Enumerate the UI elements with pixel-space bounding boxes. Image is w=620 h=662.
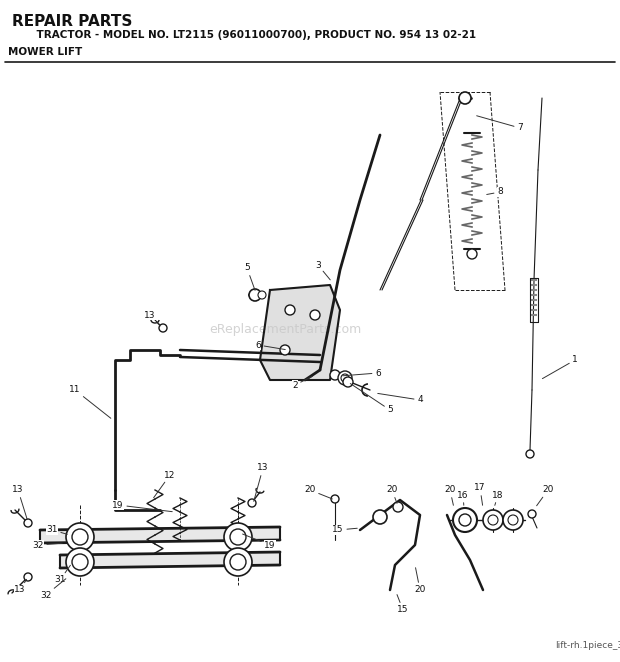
Circle shape — [230, 529, 246, 545]
Circle shape — [24, 519, 32, 527]
Circle shape — [341, 374, 349, 382]
Text: eReplacementParts.com: eReplacementParts.com — [209, 324, 361, 336]
Text: 13: 13 — [254, 463, 268, 501]
Circle shape — [258, 291, 266, 299]
Circle shape — [66, 548, 94, 576]
Text: 5: 5 — [244, 263, 255, 291]
Text: 15: 15 — [332, 526, 357, 534]
Text: 19: 19 — [242, 534, 276, 549]
Text: MOWER LIFT: MOWER LIFT — [8, 47, 82, 57]
Polygon shape — [40, 527, 280, 543]
Circle shape — [393, 502, 403, 512]
Circle shape — [526, 450, 534, 458]
Text: 32: 32 — [32, 540, 62, 549]
Circle shape — [310, 310, 320, 320]
Text: 13: 13 — [12, 485, 27, 520]
Text: 13: 13 — [14, 579, 27, 594]
Text: 20: 20 — [414, 568, 426, 594]
Polygon shape — [260, 285, 340, 380]
Text: TRACTOR - MODEL NO. LT2115 (96011000700), PRODUCT NO. 954 13 02-21: TRACTOR - MODEL NO. LT2115 (96011000700)… — [22, 30, 476, 40]
Circle shape — [280, 345, 290, 355]
Circle shape — [159, 324, 167, 332]
Circle shape — [66, 523, 94, 551]
Circle shape — [338, 371, 352, 385]
Circle shape — [249, 289, 261, 301]
Text: lift-rh.1piece_3: lift-rh.1piece_3 — [555, 641, 620, 649]
Text: 12: 12 — [154, 471, 175, 498]
Text: 31: 31 — [55, 565, 71, 585]
Circle shape — [503, 510, 523, 530]
Text: 2: 2 — [292, 376, 312, 389]
Circle shape — [343, 377, 353, 387]
Text: 11: 11 — [69, 385, 111, 418]
Text: 19: 19 — [112, 500, 172, 512]
Circle shape — [72, 554, 88, 570]
Text: 20: 20 — [304, 485, 332, 499]
Circle shape — [224, 523, 252, 551]
Text: 16: 16 — [458, 491, 469, 505]
Circle shape — [459, 514, 471, 526]
Text: 6: 6 — [343, 369, 381, 377]
Text: 1: 1 — [542, 355, 578, 379]
Text: 5: 5 — [350, 383, 393, 414]
Text: REPAIR PARTS: REPAIR PARTS — [12, 14, 133, 29]
Text: 8: 8 — [487, 187, 503, 197]
Circle shape — [24, 573, 32, 581]
Text: 17: 17 — [474, 483, 485, 505]
Text: 15: 15 — [397, 594, 409, 614]
Text: 7: 7 — [477, 116, 523, 132]
Circle shape — [488, 515, 498, 525]
Text: 3: 3 — [315, 261, 330, 280]
Text: 20: 20 — [386, 485, 397, 503]
Text: 18: 18 — [492, 491, 503, 505]
Circle shape — [248, 499, 256, 507]
Circle shape — [72, 529, 88, 545]
Text: 20: 20 — [537, 485, 554, 506]
Text: 6: 6 — [255, 340, 285, 350]
Circle shape — [453, 508, 477, 532]
Text: 4: 4 — [378, 393, 423, 404]
Circle shape — [330, 370, 340, 380]
Circle shape — [285, 305, 295, 315]
Text: 32: 32 — [40, 579, 66, 600]
Circle shape — [508, 515, 518, 525]
Text: 13: 13 — [144, 310, 160, 326]
Circle shape — [224, 548, 252, 576]
Polygon shape — [60, 552, 280, 568]
Circle shape — [528, 510, 536, 518]
Circle shape — [230, 554, 246, 570]
Text: 20: 20 — [445, 485, 456, 505]
Text: 31: 31 — [46, 526, 68, 534]
Circle shape — [459, 92, 471, 104]
Circle shape — [331, 495, 339, 503]
Circle shape — [467, 249, 477, 259]
Circle shape — [373, 510, 387, 524]
Circle shape — [483, 510, 503, 530]
